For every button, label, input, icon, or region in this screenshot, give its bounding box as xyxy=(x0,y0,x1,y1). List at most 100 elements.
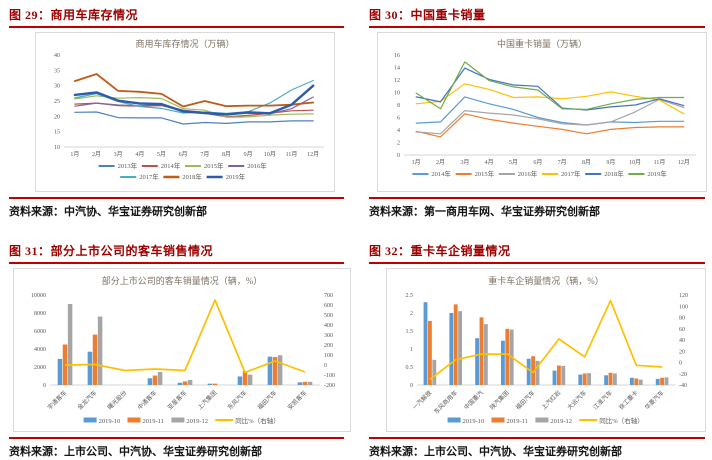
svg-text:5月: 5月 xyxy=(157,151,166,158)
svg-text:2019年: 2019年 xyxy=(226,172,246,181)
svg-text:曙光股份: 曙光股份 xyxy=(106,389,129,412)
red-divider xyxy=(9,197,344,199)
svg-text:2017年: 2017年 xyxy=(139,172,159,181)
red-divider xyxy=(9,262,344,264)
figure-30-chart-frame: 中国重卡销量（万辆） 0 2 4 6 8 10 12 14 16 1月 2月 3月 4月 5月 6月 7月 8月 9… xyxy=(377,32,707,192)
svg-text:20: 20 xyxy=(54,114,60,120)
figure-29-caption: 图 29：商用车库存情况 xyxy=(9,8,139,22)
svg-text:江淮汽车: 江淮汽车 xyxy=(591,389,614,412)
svg-text:陕汽集团: 陕汽集团 xyxy=(488,389,511,412)
svg-text:2019-10: 2019-10 xyxy=(463,418,485,425)
svg-text:11月: 11月 xyxy=(654,159,666,166)
svg-text:4: 4 xyxy=(397,128,400,134)
svg-text:2017年: 2017年 xyxy=(561,169,581,178)
svg-text:10000: 10000 xyxy=(31,293,46,299)
svg-text:7月: 7月 xyxy=(558,159,567,166)
svg-text:3月: 3月 xyxy=(114,151,123,158)
svg-text:8: 8 xyxy=(397,103,400,109)
svg-text:4月: 4月 xyxy=(485,159,494,166)
svg-text:大运汽车: 大运汽车 xyxy=(565,389,588,412)
svg-text:东风汽车: 东风汽车 xyxy=(226,389,249,412)
figure-30-caption: 图 30：中国重卡销量 xyxy=(369,8,486,22)
svg-text:中国重汽: 中国重汽 xyxy=(462,389,485,412)
svg-text:同比%（右轴）: 同比%（右轴） xyxy=(599,416,643,425)
svg-text:2018年: 2018年 xyxy=(604,169,624,178)
svg-text:20: 20 xyxy=(679,349,685,355)
svg-text:1: 1 xyxy=(410,347,413,353)
svg-text:-200: -200 xyxy=(324,383,335,389)
svg-text:2000: 2000 xyxy=(34,365,46,371)
svg-text:12月: 12月 xyxy=(307,151,319,158)
svg-text:金龙汽车: 金龙汽车 xyxy=(76,389,99,412)
svg-text:2015年: 2015年 xyxy=(204,161,224,170)
svg-text:中通客车: 中通客车 xyxy=(136,389,159,412)
svg-text:2019年: 2019年 xyxy=(647,169,667,178)
svg-text:徐工重卡: 徐工重卡 xyxy=(617,389,640,412)
svg-text:部分上市公司的客车销量情况（辆，%）: 部分上市公司的客车销量情况（辆，%） xyxy=(102,275,263,286)
red-divider xyxy=(9,26,344,28)
red-divider xyxy=(369,437,705,439)
svg-text:0: 0 xyxy=(410,383,413,389)
svg-text:7月: 7月 xyxy=(200,151,209,158)
svg-text:6000: 6000 xyxy=(34,329,46,335)
svg-text:同比%（右轴）: 同比%（右轴） xyxy=(235,416,279,425)
svg-text:0: 0 xyxy=(324,363,327,369)
svg-text:10月: 10月 xyxy=(629,159,641,166)
svg-text:2月: 2月 xyxy=(436,159,445,166)
figure-32-caption: 图 32：重卡车企销量情况 xyxy=(369,244,511,258)
svg-text:6: 6 xyxy=(397,116,400,122)
svg-text:安凯客车: 安凯客车 xyxy=(286,389,309,412)
svg-text:0: 0 xyxy=(397,153,400,159)
svg-text:300: 300 xyxy=(324,333,333,339)
svg-text:2019-11: 2019-11 xyxy=(507,418,528,425)
svg-text:8000: 8000 xyxy=(34,311,46,317)
svg-text:15: 15 xyxy=(54,130,60,136)
figure-31-chart-frame: 部分上市公司的客车销量情况（辆，%） 0 2000 4000 6000 8000 10000… xyxy=(13,268,351,432)
svg-text:80: 80 xyxy=(679,316,685,322)
figure-30-source-note: 资料来源：第一商用车网、华宝证券研究创新部 xyxy=(369,206,600,218)
svg-text:东风商用车: 东风商用车 xyxy=(432,389,459,416)
svg-text:2018年: 2018年 xyxy=(182,172,202,181)
svg-text:一汽解放: 一汽解放 xyxy=(411,389,434,412)
svg-text:-100: -100 xyxy=(324,373,335,379)
svg-text:11月: 11月 xyxy=(286,151,298,158)
svg-text:8月: 8月 xyxy=(222,151,231,158)
svg-text:2019-12: 2019-12 xyxy=(186,418,208,425)
svg-text:10月: 10月 xyxy=(264,151,276,158)
svg-text:2014年: 2014年 xyxy=(431,169,451,178)
svg-text:700: 700 xyxy=(324,293,333,299)
figure-29-source-note: 资料来源：中汽协、华宝证券研究创新部 xyxy=(9,206,207,218)
svg-text:福田汽车: 福田汽车 xyxy=(514,389,537,412)
svg-text:120: 120 xyxy=(679,293,688,299)
svg-text:60: 60 xyxy=(679,327,685,333)
svg-text:5月: 5月 xyxy=(509,159,518,166)
figure-29: 图 29：商用车库存情况 商用车库存情况（万辆） 10 15 20 25 30 35 40 1月… xyxy=(0,0,356,232)
china-heavy-truck-sales-line-chart: 中国重卡销量（万辆） 0 2 4 6 8 10 12 14 16 1月 2月 3月 4月 5月 6月 7月 8月 9… xyxy=(394,38,696,178)
red-divider xyxy=(369,26,705,28)
svg-text:2: 2 xyxy=(410,311,413,317)
svg-text:0: 0 xyxy=(43,383,46,389)
svg-text:1月: 1月 xyxy=(412,159,421,166)
figure-32: 图 32：重卡车企销量情况 重卡车企销量情况（辆，%） 0 0.5 1 1.5 2 2.5 -… xyxy=(356,232,712,460)
svg-text:2.5: 2.5 xyxy=(406,293,414,299)
svg-text:2016年: 2016年 xyxy=(247,161,267,170)
svg-text:16: 16 xyxy=(394,53,400,59)
svg-text:6月: 6月 xyxy=(179,151,188,158)
figure-30: 图 30：中国重卡销量 中国重卡销量（万辆） 0 2 4 6 8 10 12 14 16 1月 2月 3… xyxy=(356,0,712,232)
svg-text:30: 30 xyxy=(54,84,60,90)
svg-text:2月: 2月 xyxy=(92,151,101,158)
svg-text:6月: 6月 xyxy=(533,159,542,166)
svg-text:上汽红岩: 上汽红岩 xyxy=(540,389,563,412)
svg-text:亚星客车: 亚星客车 xyxy=(166,389,189,412)
svg-text:100: 100 xyxy=(679,304,688,310)
svg-text:上汽集团: 上汽集团 xyxy=(196,389,219,412)
svg-text:-40: -40 xyxy=(679,383,687,389)
svg-text:2019-12: 2019-12 xyxy=(550,418,572,425)
svg-text:2: 2 xyxy=(397,141,400,147)
svg-text:35: 35 xyxy=(54,68,60,74)
svg-text:商用车库存情况（万辆）: 商用车库存情况（万辆） xyxy=(135,38,234,49)
svg-text:2013年: 2013年 xyxy=(118,161,138,170)
figure-32-chart-frame: 重卡车企销量情况（辆，%） 0 0.5 1 1.5 2 2.5 -40 -20 0 20 40 60 80… xyxy=(386,268,706,432)
heavy-truck-makers-sales-combo-chart: 重卡车企销量情况（辆，%） 0 0.5 1 1.5 2 2.5 -40 -20 0 20 40 60 80… xyxy=(406,275,689,425)
